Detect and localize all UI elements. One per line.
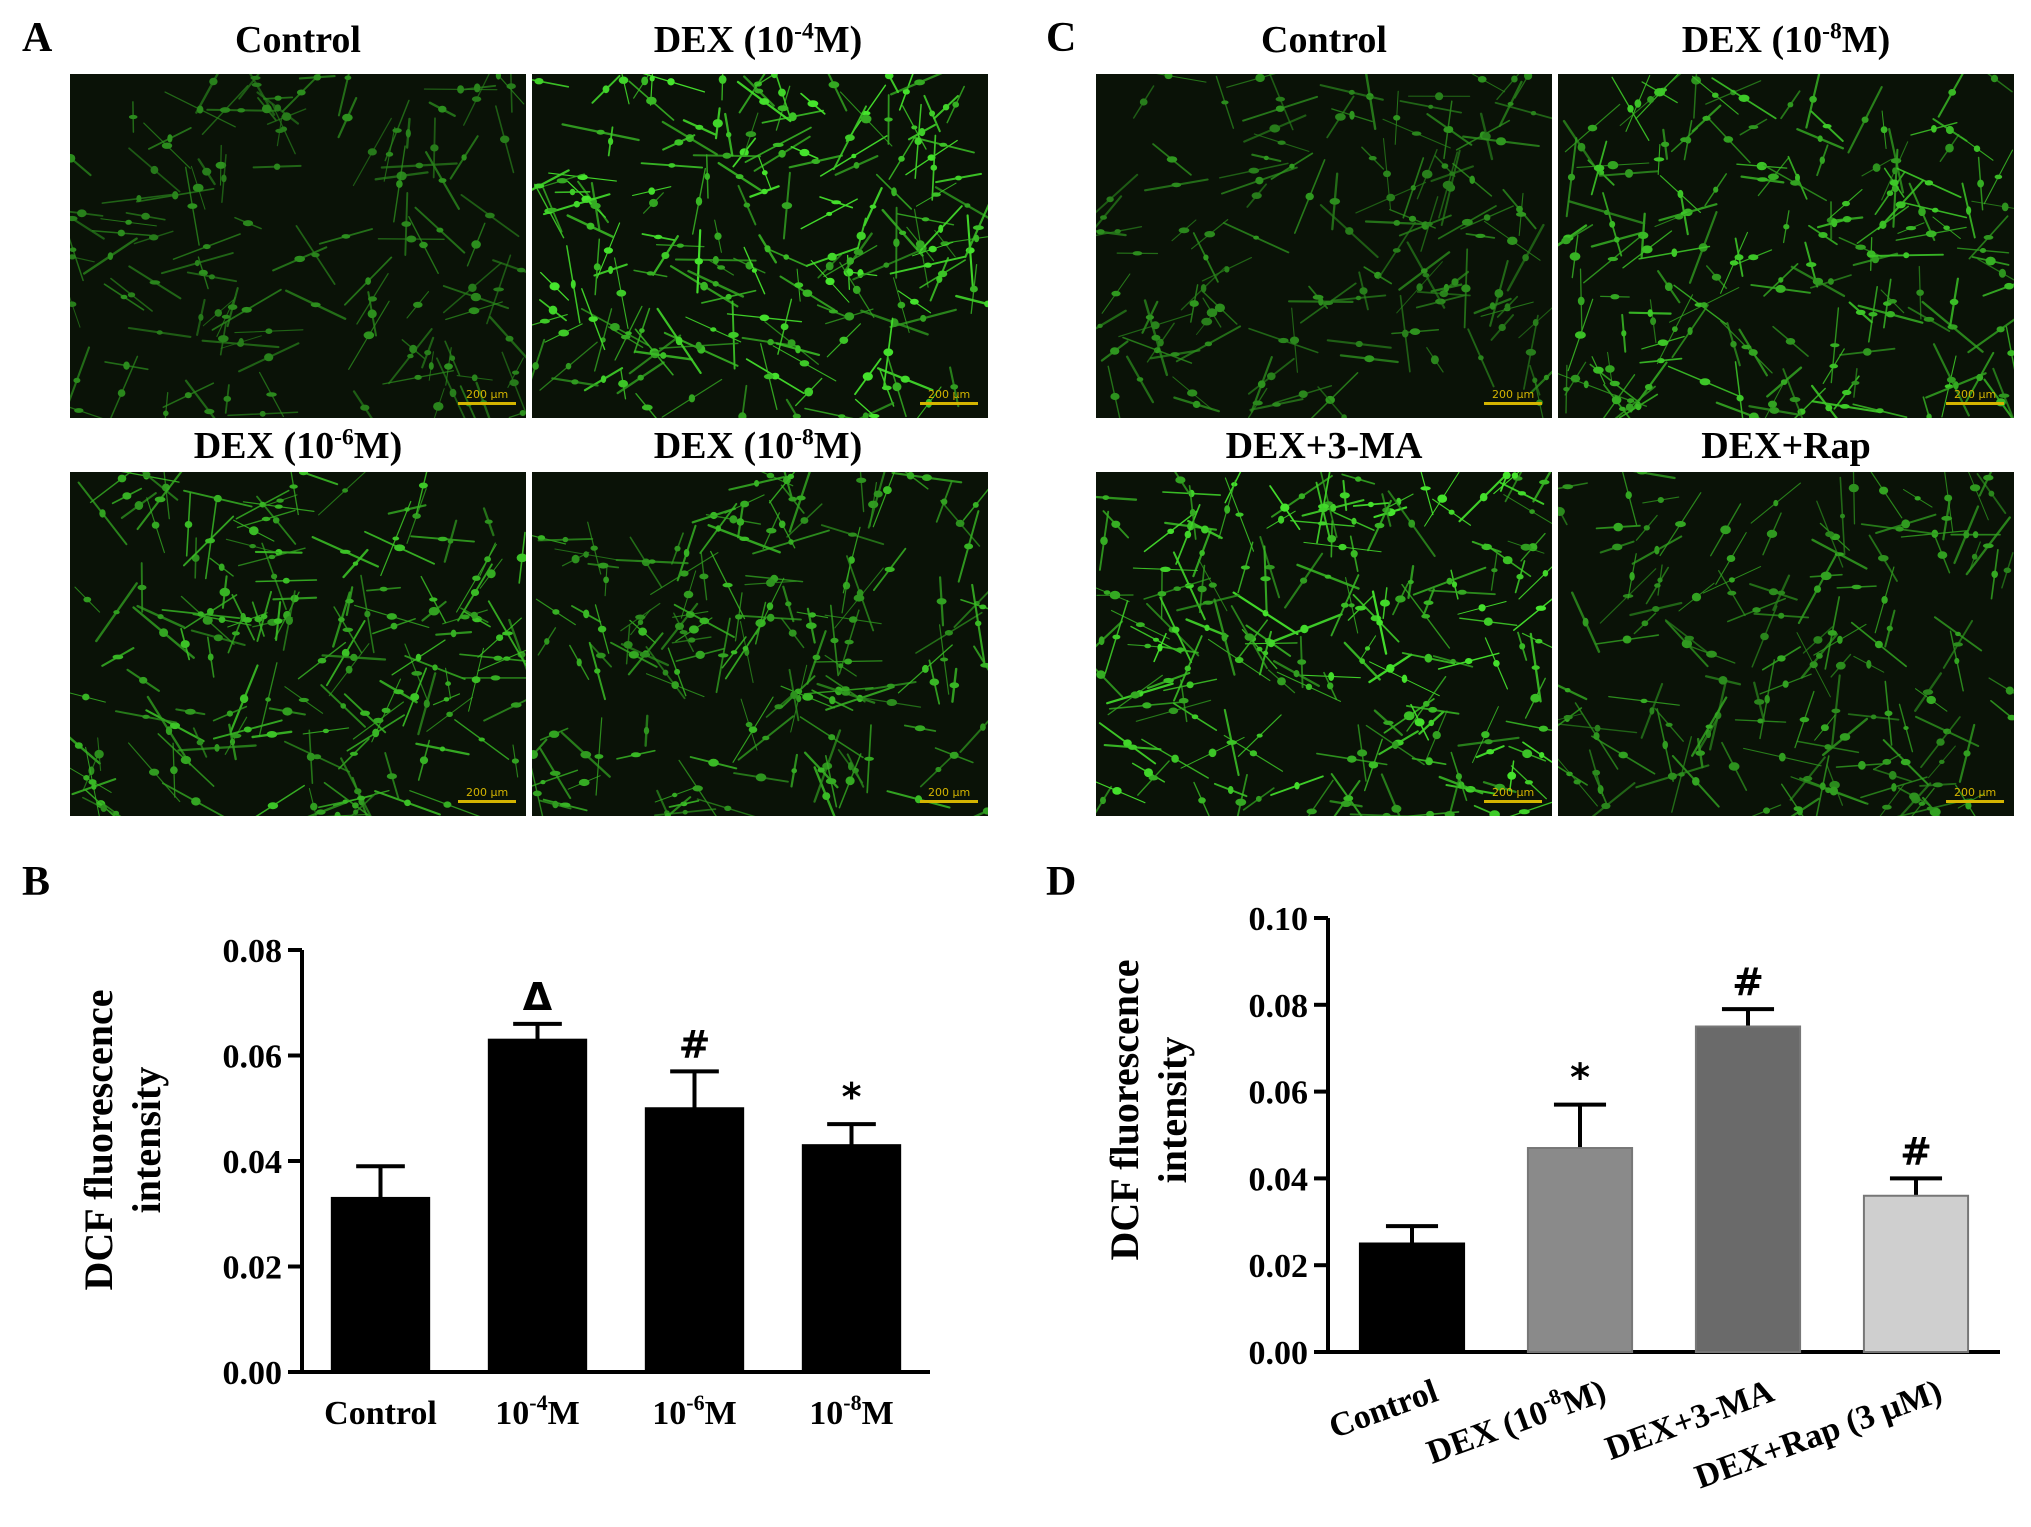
significance-mark: #: [1732, 960, 1764, 1004]
scale-bar: [1484, 800, 1542, 803]
y-tick-label: 0.00: [223, 1355, 283, 1392]
scale-bar: [1946, 402, 2004, 405]
bar: [487, 1038, 588, 1374]
y-tick-label: 0.02: [223, 1250, 283, 1287]
significance-mark: #: [679, 1022, 711, 1066]
y-tick-label: 0.08: [1249, 988, 1309, 1025]
significance-mark: Δ: [523, 975, 553, 1019]
bar: [1862, 1194, 1970, 1354]
scale-label: 200 μm: [1492, 786, 1535, 799]
micrograph-c-dex-3ma: 200 μm: [1096, 472, 1552, 816]
bar: [1526, 1147, 1634, 1354]
scale-label: 200 μm: [1954, 388, 1997, 401]
panel-label-d: D: [1046, 859, 1077, 905]
x-tick-label: 10-6M: [652, 1390, 736, 1432]
scale-bar: [1484, 402, 1542, 405]
panel-label-a: A: [22, 15, 53, 61]
scale-bar: [920, 800, 978, 803]
title-c-control: Control: [1261, 19, 1387, 61]
title-a-control: Control: [235, 19, 361, 61]
bar: [644, 1107, 745, 1373]
title-a-dex-1e-6: DEX (10-6M): [193, 424, 403, 467]
x-tick-label: DEX+3-MA: [1601, 1373, 1780, 1468]
title-a-dex-1e-4: DEX (10-4M): [653, 18, 863, 61]
micrograph-a-dex-1e-8: 200 μm: [532, 472, 988, 816]
scale-label: 200 μm: [466, 786, 509, 799]
title-c-dex-1e-8: DEX (10-8M): [1681, 18, 1891, 61]
panel-label-c: C: [1046, 15, 1077, 61]
y-tick-label: 0.04: [1249, 1161, 1309, 1198]
title-a-dex-1e-8: DEX (10-8M): [653, 424, 863, 467]
title-c-dex-rap: DEX+Rap: [1701, 425, 1871, 467]
y-axis-label: DCF fluorescenceintensity: [1102, 959, 1195, 1260]
y-tick-label: 0.00: [1249, 1335, 1309, 1372]
micrograph-c-dex-1e-8: 200 μm: [1558, 74, 2014, 418]
y-tick-label: 0.04: [223, 1144, 283, 1181]
scale-bar: [1946, 800, 2004, 803]
y-tick-label: 0.06: [223, 1039, 283, 1076]
y-axis-label: DCF fluorescenceintensity: [76, 989, 169, 1290]
scale-bar: [458, 402, 516, 405]
x-tick-label: Control: [1324, 1373, 1443, 1446]
micrograph-a-dex-1e-4: 200 μm: [532, 74, 988, 418]
scale-bar: [458, 800, 516, 803]
x-tick-label: DEX (10-8M): [1420, 1368, 1610, 1472]
title-c-dex-3ma: DEX+3-MA: [1225, 425, 1423, 467]
scale-label: 200 μm: [466, 388, 509, 401]
significance-mark: *: [1570, 1056, 1590, 1100]
micrograph-a-control: 200 μm: [70, 74, 526, 418]
x-tick-label: Control: [324, 1395, 437, 1432]
scale-label: 200 μm: [1492, 388, 1535, 401]
x-tick-label: DEX+Rap (3 μM): [1690, 1373, 1947, 1497]
scale-label: 200 μm: [1954, 786, 1997, 799]
y-tick-label: 0.10: [1249, 901, 1309, 938]
y-tick-label: 0.02: [1249, 1248, 1309, 1285]
bar: [1358, 1242, 1466, 1353]
scale-label: 200 μm: [928, 388, 971, 401]
y-tick-label: 0.08: [223, 933, 283, 970]
scale-label: 200 μm: [928, 786, 971, 799]
micrograph-c-control: 200 μm: [1096, 74, 1552, 418]
x-tick-label: 10-8M: [809, 1390, 893, 1432]
micrograph-a-dex-1e-6: 200 μm: [70, 472, 526, 816]
bar: [801, 1144, 902, 1374]
significance-mark: *: [842, 1075, 862, 1119]
significance-mark: #: [1900, 1129, 1932, 1173]
panel-label-b: B: [22, 859, 51, 905]
micrograph-c-dex-rap: 200 μm: [1558, 472, 2014, 816]
x-tick-label: 10-4M: [495, 1390, 579, 1432]
bar: [330, 1196, 431, 1374]
scale-bar: [920, 402, 978, 405]
bar: [1694, 1025, 1802, 1353]
y-tick-label: 0.06: [1249, 1075, 1309, 1112]
